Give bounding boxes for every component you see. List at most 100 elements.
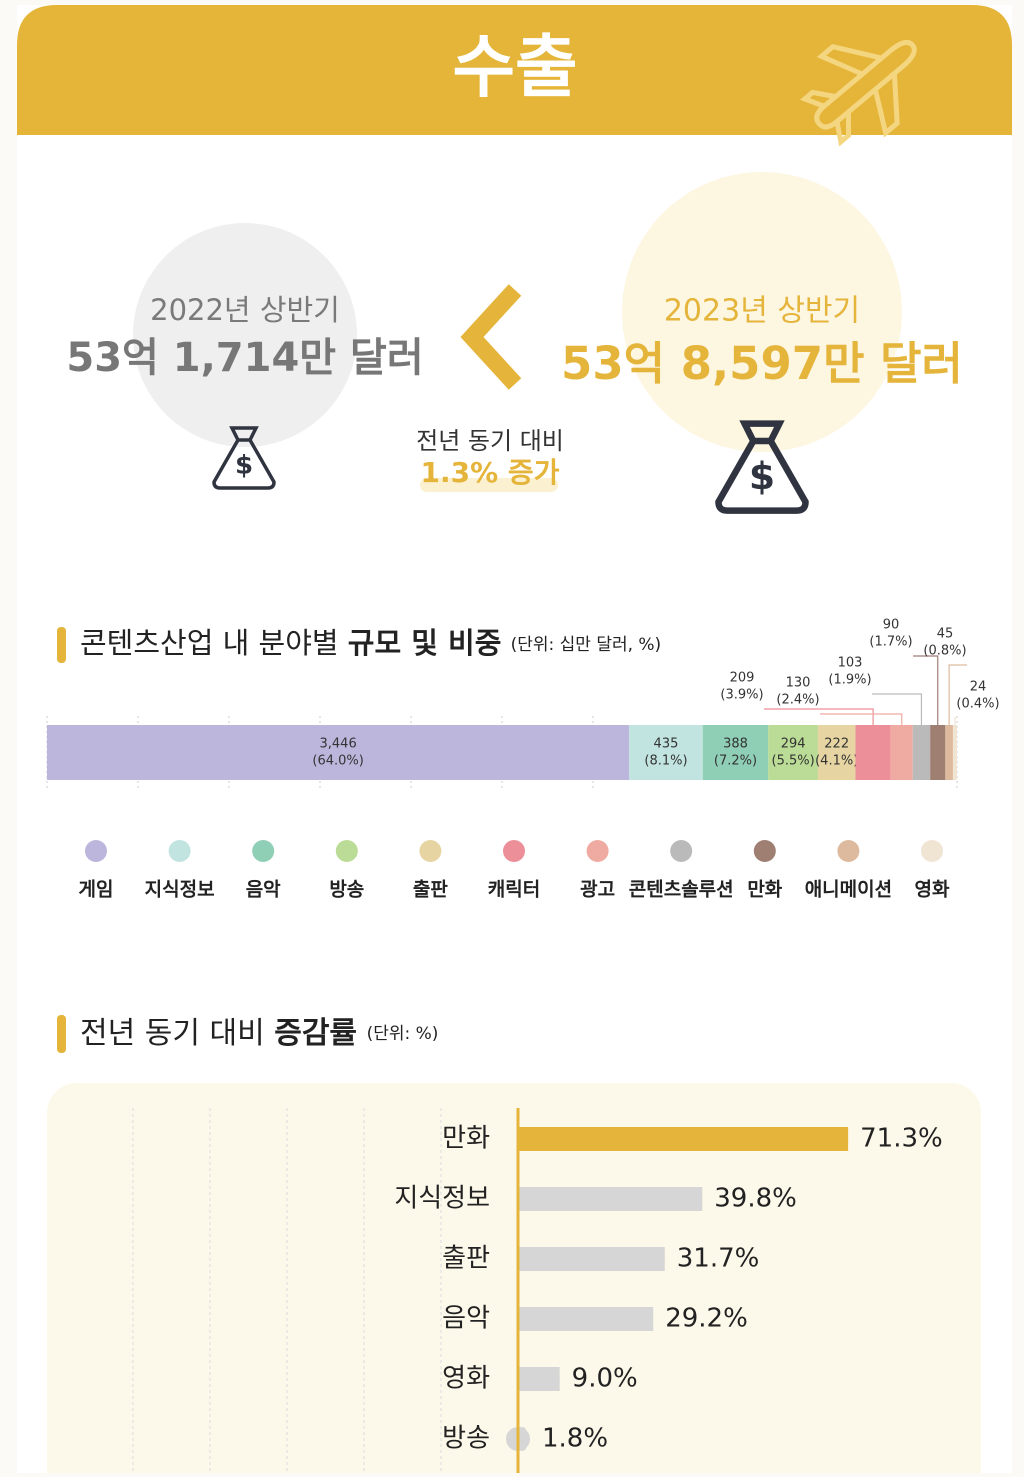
share-label: (3.9%) (720, 688, 763, 703)
bar (518, 1187, 703, 1211)
highlight (420, 478, 558, 492)
share-label: (64.0%) (312, 754, 363, 769)
header-band (17, 5, 1012, 135)
bar (518, 1247, 665, 1271)
value-label: 388 (723, 737, 748, 752)
legend-swatch (837, 840, 860, 862)
bar (518, 1127, 849, 1151)
share-label: (2.4%) (776, 693, 819, 708)
title-emphasis: 증감률 (274, 1016, 357, 1051)
section-title: 전년 동기 대비 증감률 (단위: %) (80, 1016, 438, 1051)
legend-label: 콘텐츠솔루션 (629, 879, 734, 901)
value-label: 29.2% (665, 1304, 748, 1334)
bar-segment (817, 725, 856, 780)
share-label: (8.1%) (644, 754, 687, 769)
change-value: 1.3% 증가 (421, 456, 560, 489)
legend-label: 영화 (915, 879, 950, 901)
legend-swatch (586, 840, 609, 862)
legend-label: 만화 (747, 879, 782, 901)
share-label: (7.2%) (714, 754, 757, 769)
previous-circle (133, 223, 357, 447)
value-label: 9.0% (572, 1364, 638, 1394)
share-label: (0.4%) (956, 697, 999, 712)
previous-amount: 53억 1,714만 달러 (66, 335, 423, 381)
current-period: 2023년 상반기 (664, 294, 860, 329)
value-label: 45 (937, 627, 954, 642)
category-label: 출판 (442, 1244, 490, 1274)
legend-label: 캐릭터 (488, 879, 540, 901)
bar-panel (47, 1083, 981, 1477)
value-label: 31.7% (677, 1244, 760, 1274)
value-label: 90 (883, 618, 900, 633)
value-label: 103 (838, 656, 863, 671)
legend-swatch (503, 840, 525, 862)
current-amount: 53억 8,597만 달러 (561, 337, 963, 390)
legend-swatch (419, 840, 442, 862)
category-label: 영화 (442, 1364, 490, 1394)
bar-cap (535, 1367, 560, 1391)
value-label: 294 (781, 737, 806, 752)
bar-segment (855, 725, 891, 780)
bar-segment (912, 725, 931, 780)
unit: (단위: 십만 달러, %) (511, 635, 662, 655)
money-bag-icon: $ (715, 420, 809, 514)
legend-label: 지식정보 (145, 879, 215, 901)
bar-cap (629, 1307, 654, 1331)
legend-label: 게임 (79, 879, 114, 901)
value-label: 209 (730, 671, 755, 686)
category-label: 방송 (442, 1424, 490, 1454)
value-label: 24 (970, 680, 987, 695)
legend-label: 애니메이션 (805, 879, 892, 901)
share-label: (1.9%) (828, 673, 871, 688)
decor-grid (132, 1108, 442, 1473)
section-marker (57, 1015, 66, 1053)
bar-segment (768, 725, 818, 780)
bar-segment (702, 725, 769, 780)
legend-swatch (85, 840, 107, 862)
category-label: 음악 (442, 1304, 490, 1334)
share-label: (5.5%) (772, 754, 815, 769)
value-label: 1.8% (542, 1424, 608, 1454)
value-label: 39.8% (714, 1184, 797, 1214)
legend-label: 음악 (246, 879, 281, 901)
share-label: (1.7%) (869, 635, 912, 650)
callout-line (913, 655, 939, 725)
legend-label: 출판 (413, 879, 448, 901)
callout-line (954, 717, 956, 725)
category-label: 만화 (442, 1124, 490, 1154)
legend-swatch (252, 840, 275, 862)
legend-swatch (921, 840, 943, 862)
title: 전년 동기 대비 (80, 1016, 265, 1051)
section-title: 콘텐츠산업 내 분야별 규모 및 비중 (단위: 십만 달러, %) (80, 626, 661, 660)
callout-line (948, 664, 967, 725)
svg-text:$: $ (235, 451, 253, 481)
current-circle (622, 172, 902, 452)
share-label: (4.1%) (815, 754, 858, 769)
change-label: 전년 동기 대비 (416, 427, 564, 455)
bar-segment (945, 725, 953, 780)
unit: (단위: %) (367, 1024, 439, 1044)
legend-swatch (335, 840, 358, 862)
value-label: 222 (824, 737, 849, 752)
legend-swatch (670, 840, 693, 862)
legend-swatch (753, 840, 776, 862)
value-label: 435 (654, 737, 679, 752)
value-label: 130 (786, 676, 811, 691)
title-emphasis: 규모 및 비중 (348, 626, 502, 660)
plane-icon (800, 39, 917, 147)
category-label: 지식정보 (394, 1184, 490, 1214)
title: 콘텐츠산업 내 분야별 (80, 626, 339, 660)
bar-segment (890, 725, 913, 780)
legend-swatch (168, 840, 191, 862)
value-label: 71.3% (860, 1124, 943, 1154)
bar-segment (47, 725, 630, 780)
bar-segment (952, 725, 957, 780)
svg-text:$: $ (749, 454, 775, 498)
bar-cap (678, 1187, 703, 1211)
bar-segment (629, 725, 703, 780)
legend-label: 방송 (329, 879, 364, 901)
value-label: 3,446 (320, 737, 357, 752)
header-title: 수출 (452, 29, 577, 108)
bar-segment (930, 725, 946, 780)
